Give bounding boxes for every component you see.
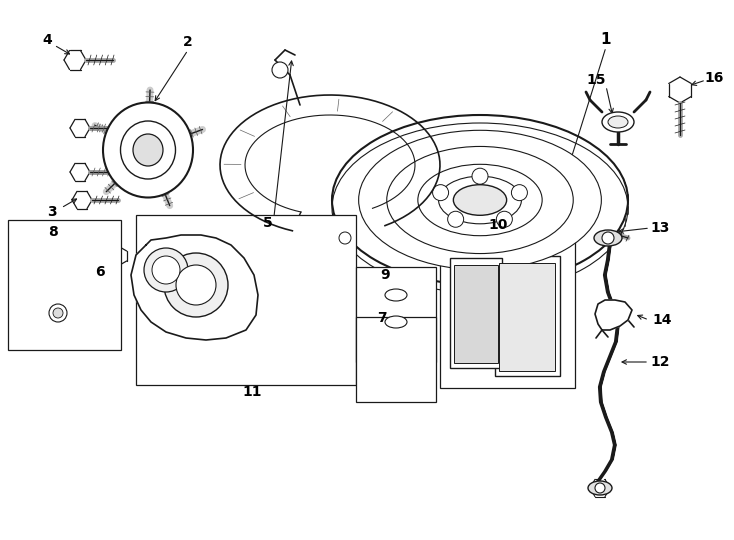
Circle shape [164,253,228,317]
Ellipse shape [602,112,634,132]
Bar [495,256,560,376]
Bar [356,267,436,362]
Text: 10: 10 [488,218,508,232]
Text: 8: 8 [48,225,58,239]
Bar [8,220,121,350]
Ellipse shape [608,116,628,128]
Circle shape [49,304,67,322]
Polygon shape [131,235,258,340]
Ellipse shape [438,176,521,224]
Ellipse shape [588,481,612,495]
Circle shape [432,185,448,201]
Ellipse shape [418,164,542,235]
Text: 14: 14 [653,313,672,327]
Text: 12: 12 [650,355,669,369]
Ellipse shape [454,185,506,215]
Text: 9: 9 [380,268,390,282]
Ellipse shape [359,130,601,269]
Ellipse shape [332,115,628,285]
Circle shape [152,256,180,284]
Ellipse shape [385,289,407,301]
Ellipse shape [103,103,193,198]
Text: 7: 7 [377,311,387,325]
Bar [440,213,575,388]
Bar [499,263,555,371]
Ellipse shape [133,134,163,166]
Circle shape [472,168,488,184]
Bar [356,317,436,402]
Circle shape [272,62,288,78]
Ellipse shape [594,230,622,246]
Text: 13: 13 [650,221,669,235]
Bar [454,265,498,363]
Text: 6: 6 [95,265,105,279]
Circle shape [496,211,512,227]
Text: 4: 4 [42,33,52,47]
Ellipse shape [387,146,573,254]
Circle shape [339,232,351,244]
Text: 16: 16 [705,71,724,85]
Circle shape [144,248,188,292]
Ellipse shape [385,316,407,328]
Text: 2: 2 [183,35,193,49]
Circle shape [448,211,464,227]
Polygon shape [595,300,632,330]
Circle shape [53,308,63,318]
Circle shape [595,483,605,493]
Bar [136,215,356,385]
Text: 1: 1 [600,32,611,48]
Circle shape [176,265,216,305]
Circle shape [602,232,614,244]
Text: 11: 11 [242,385,262,399]
Ellipse shape [120,121,175,179]
Bar [450,258,502,368]
Text: 5: 5 [263,216,273,230]
Text: 3: 3 [47,205,57,219]
Text: 15: 15 [586,73,606,87]
Circle shape [512,185,528,201]
